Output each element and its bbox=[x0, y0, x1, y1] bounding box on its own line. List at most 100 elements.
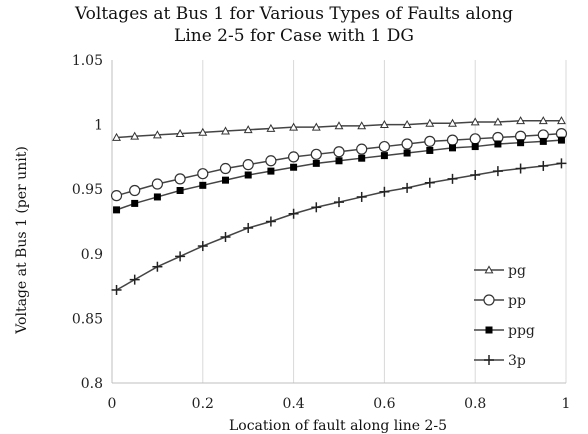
data-point-pp bbox=[310, 148, 322, 160]
data-point-pp bbox=[446, 134, 459, 146]
data-point-pg bbox=[112, 132, 121, 141]
y-tick-label: 0.9 bbox=[81, 247, 103, 263]
series-pg bbox=[112, 116, 566, 141]
x-tick-label: 0 bbox=[108, 396, 117, 412]
y-tick-label: 1 bbox=[94, 118, 103, 134]
legend-label-pg: pg bbox=[508, 263, 526, 279]
data-point-pg bbox=[221, 126, 230, 135]
x-tick-label: 0.6 bbox=[373, 396, 395, 412]
data-point-pg bbox=[448, 118, 457, 127]
legend-marker-3p bbox=[484, 355, 494, 365]
data-point-pp bbox=[356, 143, 368, 155]
data-point-ppg bbox=[176, 186, 184, 194]
data-point-ppg bbox=[426, 146, 434, 154]
data-point-pg bbox=[198, 127, 208, 136]
data-point-ppg bbox=[222, 176, 229, 184]
data-point-pp bbox=[197, 168, 209, 180]
data-point-pg bbox=[311, 122, 321, 131]
data-point-pg bbox=[266, 123, 276, 132]
data-point-3p bbox=[556, 158, 567, 169]
data-point-ppg bbox=[380, 152, 388, 160]
legend-item-pp: pp bbox=[474, 293, 526, 309]
data-point-pg bbox=[538, 116, 548, 125]
data-point-3p bbox=[197, 241, 208, 252]
x-tick-label: 0.8 bbox=[464, 396, 486, 412]
data-point-pp bbox=[242, 159, 254, 171]
series-ppg bbox=[113, 136, 565, 214]
data-point-pp bbox=[265, 155, 277, 167]
y-tick-label: 0.85 bbox=[72, 311, 103, 327]
data-point-pp bbox=[424, 135, 436, 147]
data-point-pg bbox=[334, 121, 344, 130]
data-point-pg bbox=[516, 116, 526, 125]
legend-marker-pp bbox=[483, 294, 495, 306]
data-point-pg bbox=[379, 119, 389, 128]
data-point-3p bbox=[379, 186, 390, 197]
y-tick-label: 1.05 bbox=[72, 53, 103, 69]
data-point-pg bbox=[152, 130, 162, 139]
data-point-ppg bbox=[199, 181, 207, 189]
data-point-3p bbox=[265, 216, 276, 227]
x-tick-label: 0.4 bbox=[282, 396, 304, 412]
data-point-3p bbox=[175, 251, 186, 262]
data-point-3p bbox=[129, 274, 140, 285]
data-point-pg bbox=[470, 117, 480, 126]
data-point-3p bbox=[311, 202, 322, 213]
y-tick-label: 0.8 bbox=[81, 376, 103, 392]
data-point-3p bbox=[243, 222, 254, 233]
data-point-3p bbox=[111, 284, 122, 295]
data-point-pg bbox=[493, 117, 503, 126]
data-point-3p bbox=[492, 166, 503, 177]
data-point-pp bbox=[219, 162, 232, 175]
data-point-pg bbox=[357, 121, 367, 130]
data-point-pp bbox=[174, 173, 186, 185]
data-point-3p bbox=[515, 163, 526, 174]
data-point-3p bbox=[402, 182, 413, 193]
data-point-3p bbox=[356, 191, 367, 202]
data-point-pp bbox=[288, 151, 300, 163]
data-point-3p bbox=[538, 160, 549, 171]
data-point-ppg bbox=[244, 171, 252, 179]
legend-label-ppg: ppg bbox=[508, 323, 535, 339]
data-point-3p bbox=[470, 169, 481, 180]
data-point-pp bbox=[333, 146, 345, 158]
chart-title-line-2: Line 2-5 for Case with 1 DG bbox=[174, 26, 414, 46]
chart-title-line-1: Voltages at Bus 1 for Various Types of F… bbox=[74, 4, 514, 24]
data-point-pp bbox=[151, 178, 163, 190]
data-point-3p bbox=[447, 173, 458, 184]
data-point-ppg bbox=[539, 137, 547, 145]
data-point-ppg bbox=[290, 163, 298, 171]
data-point-ppg bbox=[471, 143, 479, 151]
legend-label-3p: 3p bbox=[508, 353, 526, 369]
data-point-pg bbox=[557, 116, 566, 125]
data-point-pg bbox=[402, 119, 412, 128]
data-point-ppg bbox=[335, 157, 343, 165]
data-point-pp bbox=[469, 133, 481, 145]
series-pp bbox=[110, 128, 568, 202]
data-point-ppg bbox=[113, 206, 121, 214]
data-point-ppg bbox=[494, 140, 502, 148]
data-point-pg bbox=[130, 131, 140, 140]
x-tick-label: 1 bbox=[562, 396, 571, 412]
data-point-pg bbox=[243, 125, 253, 134]
data-point-pp bbox=[110, 190, 123, 202]
data-point-ppg bbox=[267, 167, 275, 175]
data-point-pp bbox=[129, 184, 141, 197]
data-point-pg bbox=[289, 122, 299, 131]
legend-marker-ppg bbox=[485, 326, 493, 334]
data-point-3p bbox=[334, 197, 344, 208]
data-point-3p bbox=[288, 208, 299, 219]
data-point-ppg bbox=[312, 159, 320, 167]
data-point-pg bbox=[425, 118, 435, 127]
data-point-3p bbox=[152, 261, 163, 272]
legend-item-pg: pg bbox=[474, 263, 526, 279]
data-point-ppg bbox=[449, 144, 456, 152]
legend-marker-pg bbox=[484, 265, 494, 274]
y-tick-label: 0.95 bbox=[72, 182, 103, 198]
data-point-pp bbox=[378, 140, 390, 153]
data-point-ppg bbox=[557, 136, 565, 144]
data-point-ppg bbox=[358, 154, 366, 162]
data-point-ppg bbox=[517, 139, 525, 147]
